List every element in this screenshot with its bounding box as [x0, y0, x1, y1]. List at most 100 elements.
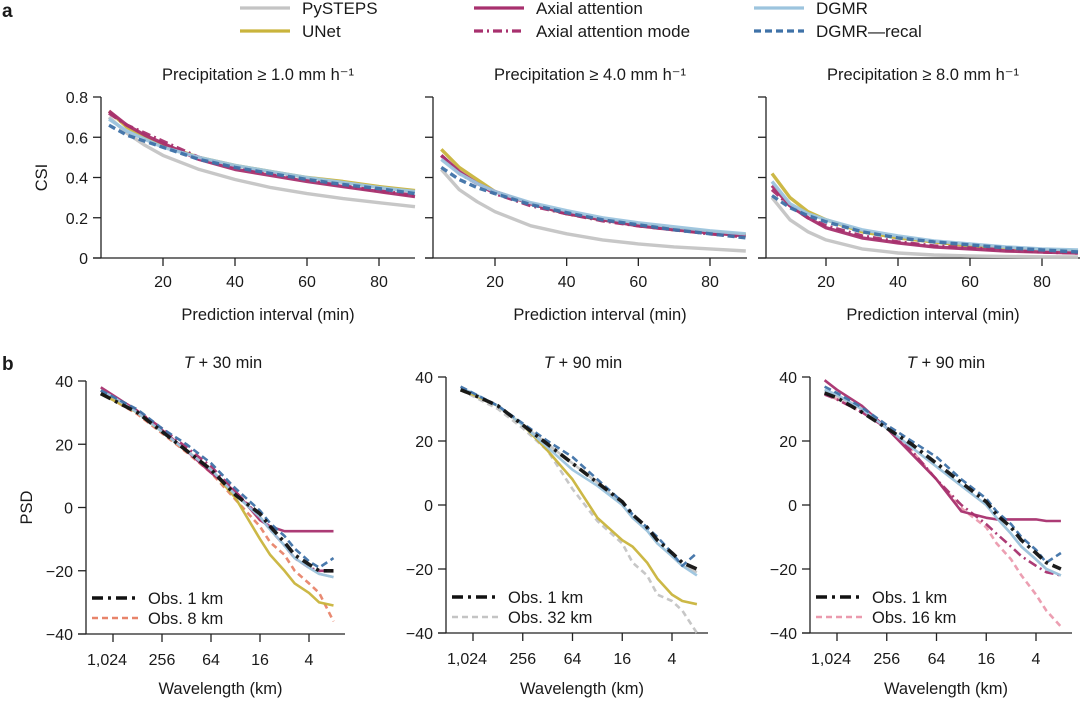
x-tick-label: 64: [202, 652, 220, 669]
chart-title: T + 30 min: [184, 354, 262, 372]
legend-label-axial-attention: Axial attention: [536, 0, 643, 18]
x-axis-label: Prediction interval (min): [181, 306, 354, 324]
series-line-dgmr: [100, 389, 334, 579]
x-tick-label: 64: [928, 651, 946, 668]
y-tick-label: −40: [406, 626, 433, 643]
chart-title-text: + 90 min: [554, 354, 622, 372]
y-tick-label: 0.4: [66, 171, 88, 188]
series-line-axial-attention: [440, 154, 746, 238]
x-tick-label: 16: [251, 652, 269, 669]
x-axis-label: Wavelength (km): [884, 680, 1008, 698]
chart-title-variable: T: [184, 354, 196, 372]
legend-item-axial-attention: Axial attention: [474, 0, 643, 18]
y-tick-label: −20: [770, 562, 797, 579]
x-axis-label: Prediction interval (min): [513, 306, 686, 324]
y-tick-label: −40: [46, 627, 73, 644]
y-tick-label: 0.8: [66, 90, 88, 107]
inset-legend-label: Obs. 1 km: [508, 589, 583, 607]
x-tick-label: 60: [298, 274, 316, 291]
chart-panel-b2: T + 90 min −40 −20 0 20 40 1,024 256 64 16 4 Wavele…: [406, 354, 708, 698]
series-line-axial-attention-mode: [440, 154, 746, 239]
series-line-dgmr: [440, 158, 746, 236]
x-tick-label: 40: [226, 274, 244, 291]
legend-label-axial-attention-mode: Axial attention mode: [536, 22, 690, 41]
series-line-pysteps: [107, 115, 416, 209]
inset-legend-item-obs-1-km: Obs. 1 km: [452, 589, 583, 607]
panel-label-a: a: [2, 1, 13, 22]
x-tick-label: 1,024: [447, 651, 487, 668]
x-tick-label: 80: [1033, 274, 1051, 291]
x-tick-label: 16: [613, 651, 631, 668]
x-tick-label: 40: [889, 274, 907, 291]
x-tick-label: 60: [629, 274, 647, 291]
y-tick-label: 0: [424, 498, 433, 515]
legend-item-unet: UNet: [240, 22, 341, 41]
series-line-pysteps: [100, 392, 334, 579]
series-line-dgmr-recal: [100, 389, 335, 569]
chart-panel-a1: Precipitation ≥ 1.0 mm h⁻¹ 0 0.2 0.4 0.6 0.8 2…: [33, 66, 416, 324]
x-tick-label: 80: [701, 274, 719, 291]
series-line-dgmr: [824, 388, 1062, 577]
x-tick-label: 4: [1032, 651, 1041, 668]
inset-legend-item-obs-1-km: Obs. 1 km: [816, 589, 947, 607]
series-line-obs-8-km: [100, 392, 335, 622]
legend-item-axial-attention-mode: Axial attention mode: [474, 22, 690, 41]
series-line-unet: [440, 148, 746, 237]
inset-legend-item-obs-32-km: Obs. 32 km: [452, 609, 592, 627]
series-line-obs-1-km: [99, 392, 334, 573]
series-line-obs-32-km: [460, 388, 698, 634]
series-line-axial-attention-mode: [770, 188, 1079, 255]
chart-panel-b1: T + 30 min −40 −20 0 20 40 1,024 256 64 16 4 Wavele…: [18, 354, 345, 698]
series-line-axial-attention: [107, 109, 416, 199]
series-line-axial-attention-mode: [824, 393, 1062, 577]
inset-legend-label: Obs. 1 km: [872, 589, 947, 607]
chart-title: T + 90 min: [907, 354, 985, 372]
y-tick-label: 40: [779, 370, 797, 387]
y-tick-label: 0: [64, 501, 73, 518]
legend-item-pysteps: PySTEPS: [240, 0, 378, 18]
series-line-obs-16-km: [824, 391, 1062, 628]
series-line-obs-1-km: [459, 388, 698, 571]
y-tick-label: 0.6: [66, 130, 88, 147]
x-tick-label: 80: [370, 274, 388, 291]
series-line-pysteps: [824, 390, 1062, 577]
y-tick-label: 0: [79, 251, 88, 268]
inset-legend-item-obs-8-km: Obs. 8 km: [92, 610, 223, 628]
legend-label-pysteps: PySTEPS: [302, 0, 378, 18]
y-tick-label: 20: [779, 434, 797, 451]
chart-title-text: + 90 min: [917, 354, 985, 372]
x-tick-label: 20: [486, 274, 504, 291]
inset-legend-item-obs-16-km: Obs. 16 km: [816, 609, 956, 627]
inset-legend-label: Obs. 1 km: [148, 590, 223, 608]
x-axis-label: Wavelength (km): [158, 680, 282, 698]
series-line-dgmr-recal: [771, 194, 1079, 254]
x-tick-label: 4: [668, 651, 677, 668]
series-line-pysteps: [440, 168, 746, 253]
chart-title-variable: T: [544, 354, 556, 372]
x-tick-label: 1,024: [87, 652, 127, 669]
y-tick-label: 0.2: [66, 211, 88, 228]
x-tick-label: 256: [149, 652, 176, 669]
x-tick-label: 40: [558, 274, 576, 291]
y-axis-label: PSD: [18, 490, 36, 524]
y-tick-label: 20: [415, 434, 433, 451]
y-tick-label: 40: [55, 374, 73, 391]
y-tick-label: 20: [55, 437, 73, 454]
series-line-axial-attention: [770, 184, 1079, 255]
series-line-dgmr-recal: [460, 385, 698, 568]
x-tick-label: 60: [961, 274, 979, 291]
inset-legend: Obs. 1 km Obs. 16 km: [816, 589, 956, 627]
chart-title-variable: T: [907, 354, 919, 372]
inset-legend-label: Obs. 8 km: [148, 610, 223, 628]
series-line-dgmr: [460, 386, 698, 577]
series-line-axial-attention-mode: [100, 389, 334, 573]
series-line-pysteps: [770, 196, 1079, 259]
x-axis-label: Prediction interval (min): [846, 306, 1019, 324]
inset-legend-item-obs-1-km: Obs. 1 km: [92, 590, 223, 608]
main-legend: PySTEPS UNet Axial attention Axial attentio…: [240, 0, 922, 41]
x-tick-label: 20: [154, 274, 172, 291]
chart-panel-a2: Precipitation ≥ 4.0 mm h⁻¹ 20 40 60 80 Predic…: [425, 66, 747, 324]
x-tick-label: 4: [305, 652, 314, 669]
panels: Precipitation ≥ 1.0 mm h⁻¹ 0 0.2 0.4 0.6 0.8 2…: [18, 66, 1080, 698]
